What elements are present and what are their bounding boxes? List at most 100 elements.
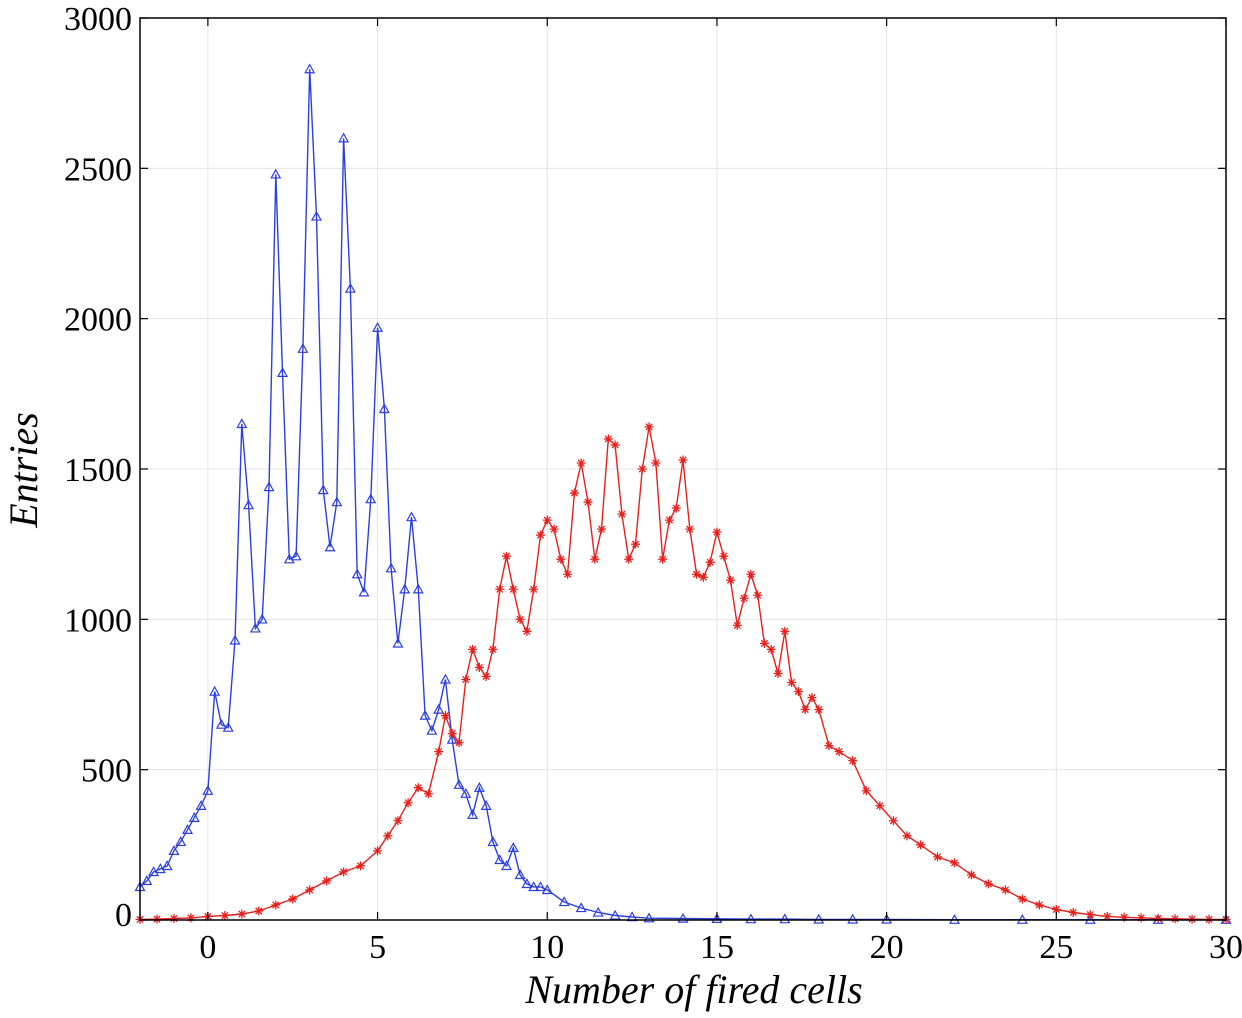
- data-point-asterisk: [966, 870, 976, 880]
- data-point-triangle: [609, 909, 621, 920]
- data-point-asterisk: [502, 551, 512, 561]
- data-point-asterisk: [535, 530, 545, 540]
- data-point-triangle: [592, 906, 604, 917]
- data-point-asterisk: [1187, 914, 1197, 924]
- data-point-asterisk: [254, 906, 264, 916]
- series-0: [134, 63, 1232, 924]
- data-point-asterisk: [630, 539, 640, 549]
- series-layer: [134, 63, 1232, 924]
- data-point-asterisk: [685, 524, 695, 534]
- data-point-triangle: [297, 342, 309, 353]
- data-point-triangle: [541, 884, 553, 895]
- data-point-asterisk: [759, 638, 769, 648]
- data-point-asterisk: [732, 620, 742, 630]
- data-point-asterisk: [746, 569, 756, 579]
- data-point-triangle: [365, 493, 377, 504]
- data-point-triangle: [480, 800, 492, 810]
- data-point-asterisk: [950, 858, 959, 868]
- data-point-triangle: [141, 875, 153, 886]
- data-point-triangle: [372, 321, 384, 332]
- data-point-triangle: [643, 912, 655, 923]
- data-point-asterisk: [1170, 914, 1180, 924]
- data-point-asterisk: [356, 861, 366, 871]
- data-point-triangle: [439, 673, 451, 684]
- data-point-triangle: [1016, 913, 1028, 924]
- data-point-asterisk: [1051, 904, 1061, 914]
- data-point-triangle: [745, 913, 757, 924]
- data-point-triangle: [168, 845, 180, 856]
- data-point-asterisk: [824, 741, 834, 751]
- data-point-asterisk: [705, 557, 715, 567]
- data-point-asterisk: [916, 840, 926, 850]
- data-point-triangle: [378, 403, 390, 414]
- data-point-triangle: [202, 784, 214, 795]
- data-point-asterisk: [1085, 910, 1095, 920]
- y-axis-label: Entries: [1, 412, 46, 529]
- y-tick-label: 3000: [64, 1, 132, 38]
- data-point-asterisk: [413, 783, 423, 793]
- data-point-triangle: [948, 913, 961, 924]
- data-point-asterisk: [440, 711, 450, 721]
- data-point-triangle: [270, 168, 282, 179]
- data-point-triangle: [677, 912, 689, 923]
- data-point-asterisk: [1136, 913, 1146, 923]
- x-tick-label: 25: [1039, 929, 1073, 966]
- data-point-triangle: [575, 902, 587, 913]
- data-point-triangle: [181, 824, 194, 835]
- data-point-triangle: [711, 913, 723, 923]
- data-point-asterisk: [569, 488, 579, 498]
- y-tick-label: 1000: [64, 602, 132, 639]
- x-tick-label: 0: [199, 929, 216, 966]
- data-point-asterisk: [624, 554, 634, 564]
- data-point-triangle: [249, 622, 261, 633]
- data-point-asterisk: [800, 705, 810, 715]
- data-point-asterisk: [305, 885, 315, 895]
- data-point-asterisk: [447, 729, 457, 739]
- data-point-triangle: [433, 703, 445, 714]
- data-point-triangle: [236, 418, 248, 429]
- data-point-asterisk: [576, 458, 586, 468]
- data-point-triangle: [405, 511, 418, 522]
- data-point-asterisk: [583, 497, 593, 507]
- data-point-asterisk: [288, 894, 298, 904]
- data-point-asterisk: [610, 440, 620, 450]
- data-point-asterisk: [617, 509, 627, 519]
- data-point-triangle: [847, 913, 859, 924]
- data-point-asterisk: [322, 876, 332, 886]
- data-point-asterisk: [861, 786, 871, 796]
- y-tick-label: 0: [115, 897, 132, 934]
- data-point-asterisk: [1068, 907, 1078, 917]
- data-point-asterisk: [393, 816, 403, 826]
- data-point-triangle: [779, 913, 791, 924]
- data-point-triangle: [881, 913, 893, 924]
- data-point-asterisk: [603, 434, 613, 444]
- data-point-asterisk: [461, 674, 471, 684]
- data-point-asterisk: [664, 515, 674, 525]
- data-point-asterisk: [807, 693, 817, 703]
- data-point-asterisk: [481, 671, 491, 681]
- series-1: [135, 422, 1231, 924]
- data-point-asterisk: [719, 551, 729, 561]
- x-tick-label: 20: [870, 929, 904, 966]
- data-point-asterisk: [678, 455, 688, 465]
- data-point-triangle: [358, 586, 370, 597]
- data-point-asterisk: [753, 590, 763, 600]
- data-point-triangle: [344, 282, 356, 293]
- data-point-triangle: [290, 550, 302, 561]
- data-point-triangle: [351, 568, 363, 579]
- data-point-asterisk: [237, 909, 247, 919]
- data-point-triangle: [385, 562, 397, 573]
- data-point-asterisk: [434, 747, 444, 757]
- data-point-asterisk: [739, 593, 749, 603]
- data-point-asterisk: [698, 572, 708, 582]
- x-tick-label: 5: [369, 929, 386, 966]
- data-point-asterisk: [1034, 900, 1044, 910]
- data-point-triangle: [514, 869, 526, 880]
- data-point-asterisk: [983, 879, 993, 889]
- data-point-triangle: [222, 721, 234, 732]
- data-point-asterisk: [726, 575, 736, 585]
- data-point-asterisk: [1000, 885, 1010, 895]
- data-point-asterisk: [793, 686, 803, 696]
- data-point-asterisk: [339, 867, 349, 877]
- data-point-asterisk: [542, 515, 552, 525]
